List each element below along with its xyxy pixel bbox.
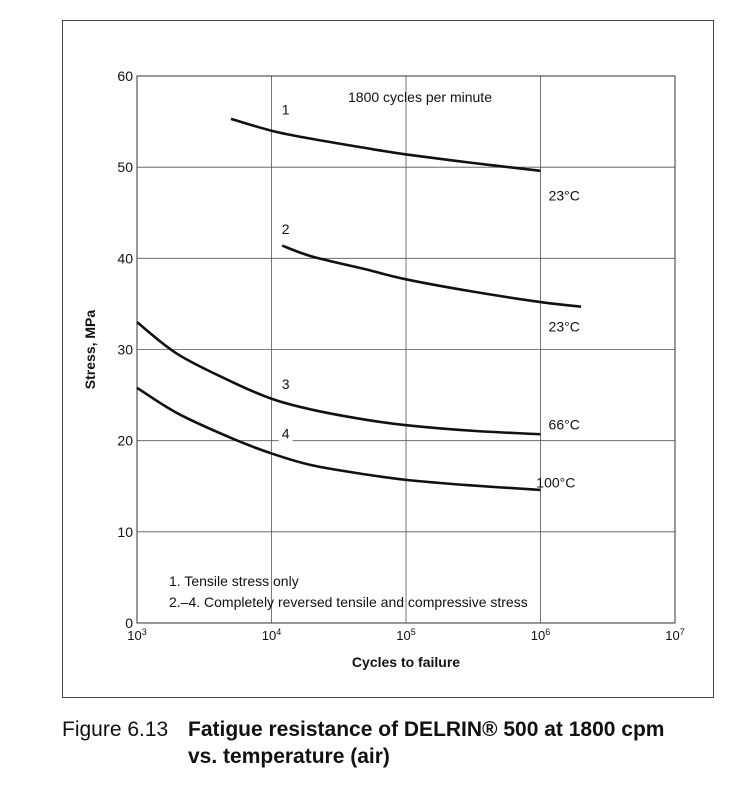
- series-temperature-label: 100°C: [536, 475, 575, 491]
- series-number-label: 4: [282, 425, 290, 441]
- series-label-bg: [278, 425, 293, 442]
- figure-caption-text: Fatigue resistance of DELRIN® 500 at 180…: [188, 716, 708, 770]
- figure-caption-line1: Fatigue resistance of DELRIN® 500 at 180…: [188, 718, 665, 741]
- series-line-3: [136, 321, 541, 436]
- series-temperature-label: 23°C: [549, 319, 580, 335]
- x-tick-label: 107: [665, 627, 684, 643]
- y-tick-label: 30: [117, 342, 133, 358]
- series-line-1: [230, 117, 541, 173]
- y-tick-label: 50: [117, 159, 133, 175]
- fatigue-chart: 0 10 20 30 40 50 60 103 104 105 106 107 Cycles to fa…: [82, 68, 685, 670]
- plot-area-border: [136, 75, 676, 624]
- figure-frame: 0 10 20 30 40 50 60 103 104 105 106 107 Cycles to fa…: [62, 20, 714, 698]
- series-temperature-label: 66°C: [549, 416, 580, 432]
- x-tick-label: 106: [531, 627, 550, 643]
- x-tick-label: 104: [262, 627, 281, 643]
- figure-number: Figure 6.13: [62, 718, 169, 741]
- series-temperature-label: 23°C: [549, 187, 580, 203]
- y-tick-label: 10: [117, 524, 133, 540]
- series-line-4: [136, 386, 541, 492]
- y-tick-label: 20: [117, 433, 133, 449]
- x-tick-label: 103: [127, 627, 146, 643]
- chart-annotation: 1800 cycles per minute: [348, 89, 492, 105]
- y-axis-label: Stress, MPa: [82, 310, 98, 390]
- chart-note: 2.–4. Completely reversed tensile and co…: [169, 594, 528, 610]
- series-number-label: 3: [282, 376, 290, 392]
- series-number-label: 1: [282, 102, 290, 118]
- series-line-2: [281, 244, 582, 308]
- chart-note: 1. Tensile stress only: [169, 573, 299, 589]
- x-tick-label: 105: [396, 627, 415, 643]
- y-tick-label: 40: [117, 250, 133, 266]
- y-tick-label: 60: [117, 68, 133, 84]
- figure-caption-line2: vs. temperature (air): [188, 745, 390, 768]
- series-number-label: 2: [282, 221, 290, 237]
- x-axis-label: Cycles to failure: [352, 654, 460, 670]
- y-tick-label: 0: [125, 615, 133, 631]
